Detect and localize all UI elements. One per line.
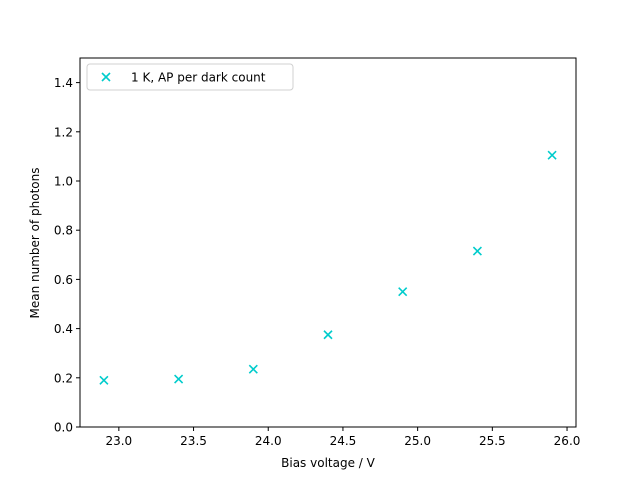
x-tick-label: 23.5 [180,434,207,448]
data-point [472,246,482,256]
legend-label: 1 K, AP per dark count [131,71,266,85]
data-series [99,150,557,385]
plot-area [79,57,577,428]
y-tick-label: 0.4 [54,322,73,336]
x-tick-label: 23.0 [105,434,132,448]
x-axis-label: Bias voltage / V [281,456,375,470]
y-tick-label: 0.6 [54,273,73,287]
data-point [174,374,184,384]
y-tick-label: 0.2 [54,371,73,385]
x-tick-label: 24.0 [255,434,282,448]
data-point [99,375,109,385]
y-tick-label: 0.8 [54,224,73,238]
y-tick-label: 1.4 [54,76,73,90]
x-tick-label: 25.5 [479,434,506,448]
data-point [248,364,258,374]
legend-box [86,63,294,91]
legend-marker [101,72,111,82]
y-tick-label: 0.0 [54,421,73,435]
y-axis-label: Mean number of photons [28,167,42,318]
x-tick-label: 25.0 [404,434,431,448]
x-tick-label: 26.0 [554,434,581,448]
y-tick-label: 1.2 [54,125,73,139]
y-tick-label: 1.0 [54,175,73,189]
plot-frame [79,57,577,428]
x-tick-label: 24.5 [330,434,357,448]
x-axis: 23.0 23.5 24.0 24.5 25.0 25.5 26.0 [105,427,580,448]
data-point [547,150,557,160]
legend: 1 K, AP per dark count [86,63,294,91]
data-point [323,330,333,340]
data-point [398,287,408,297]
y-axis: 0.0 0.2 0.4 0.6 0.8 1.0 1.2 1.4 [54,76,80,435]
